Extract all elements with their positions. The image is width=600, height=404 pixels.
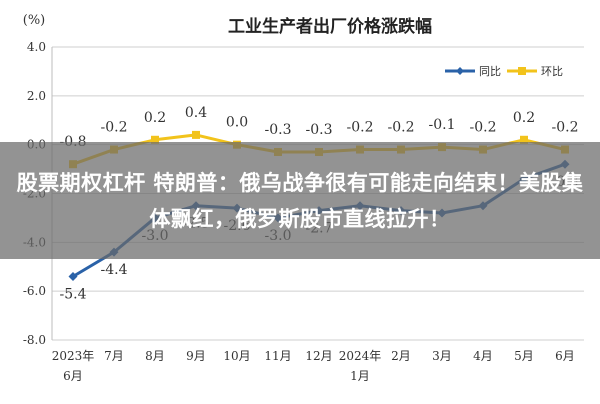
data-label: 0.0 [226,115,248,131]
x-tick-line: 2023年 [52,349,95,363]
data-label: 0.4 [185,105,207,121]
x-tick-line: 10月 [223,349,250,363]
y-axis-unit: (%) [23,13,46,28]
x-tick-label: 11月 [264,349,291,363]
data-label: -0.3 [265,122,292,138]
x-tick-label: 12月 [305,349,332,363]
x-tick-line: 1月 [350,369,370,383]
data-label: -0.3 [306,122,333,138]
legend-label: 环比 [541,65,563,78]
x-tick-line: 6月 [63,369,83,383]
news-headline[interactable]: 股票期权杠杆 特朗普：俄乌战争很有可能走向结束！美股集体飘红，俄罗斯股市直线拉升… [16,170,584,231]
x-tick-label: 8月 [145,349,165,363]
x-tick-labels: 2023年 6月 7月 8月 9月 10月 11月 12月 2024年 1月 2月 3月 4月 5月 6月 [52,349,575,383]
x-tick-line: 11月 [264,349,291,363]
x-tick-label: 6月 [555,349,575,363]
y-tick-label: 2.0 [27,89,46,103]
data-label: -0.2 [101,120,128,136]
x-tick-label: 7月 [104,349,124,363]
series-point [192,130,200,139]
series-point [151,135,159,144]
x-tick-line: 9月 [186,349,206,363]
legend: 同比 环比 [445,65,563,78]
x-tick-line: 2月 [391,349,411,363]
x-tick-line: 8月 [145,349,165,363]
y-tick-label: -8.0 [23,333,46,347]
y-tick-label: 4.0 [27,40,46,54]
data-label: 0.2 [513,110,535,126]
x-tick-label: 5月 [514,349,534,363]
x-tick-line: 5月 [514,349,534,363]
x-tick-line: 6月 [555,349,575,363]
data-label: -0.1 [429,117,456,133]
x-tick-line: 12月 [305,349,332,363]
legend-label: 同比 [479,65,501,78]
x-tick-label: 4月 [473,349,493,363]
x-tick-label: 10月 [223,349,250,363]
legend-swatch-marker [456,67,464,75]
data-label: -0.2 [552,120,579,136]
data-label: -0.2 [470,120,497,136]
x-tick-line: 3月 [432,349,452,363]
series-point [68,272,78,282]
x-tick-label: 9月 [186,349,206,363]
chart-title: 工业生产者出厂价格涨跌幅 [228,16,432,37]
legend-swatch-marker [518,67,526,75]
data-label: -5.4 [60,287,87,303]
x-tick-label: 2024年 1月 [339,349,382,383]
x-tick-label: 2月 [391,349,411,363]
x-tick-line: 4月 [473,349,493,363]
y-tick-label: -6.0 [23,284,46,298]
news-overlay-banner[interactable]: 股票期权杠杆 特朗普：俄乌战争很有可能走向结束！美股集体飘红，俄罗斯股市直线拉升… [0,142,600,259]
data-label: -0.2 [347,120,374,136]
x-tick-label: 3月 [432,349,452,363]
x-tick-line: 7月 [104,349,124,363]
data-label: -0.2 [388,120,415,136]
series-point [520,135,528,144]
x-tick-label: 2023年 6月 [52,349,95,383]
data-label: 0.2 [144,110,166,126]
data-label: -4.4 [101,262,128,278]
x-tick-line: 2024年 [339,349,382,363]
